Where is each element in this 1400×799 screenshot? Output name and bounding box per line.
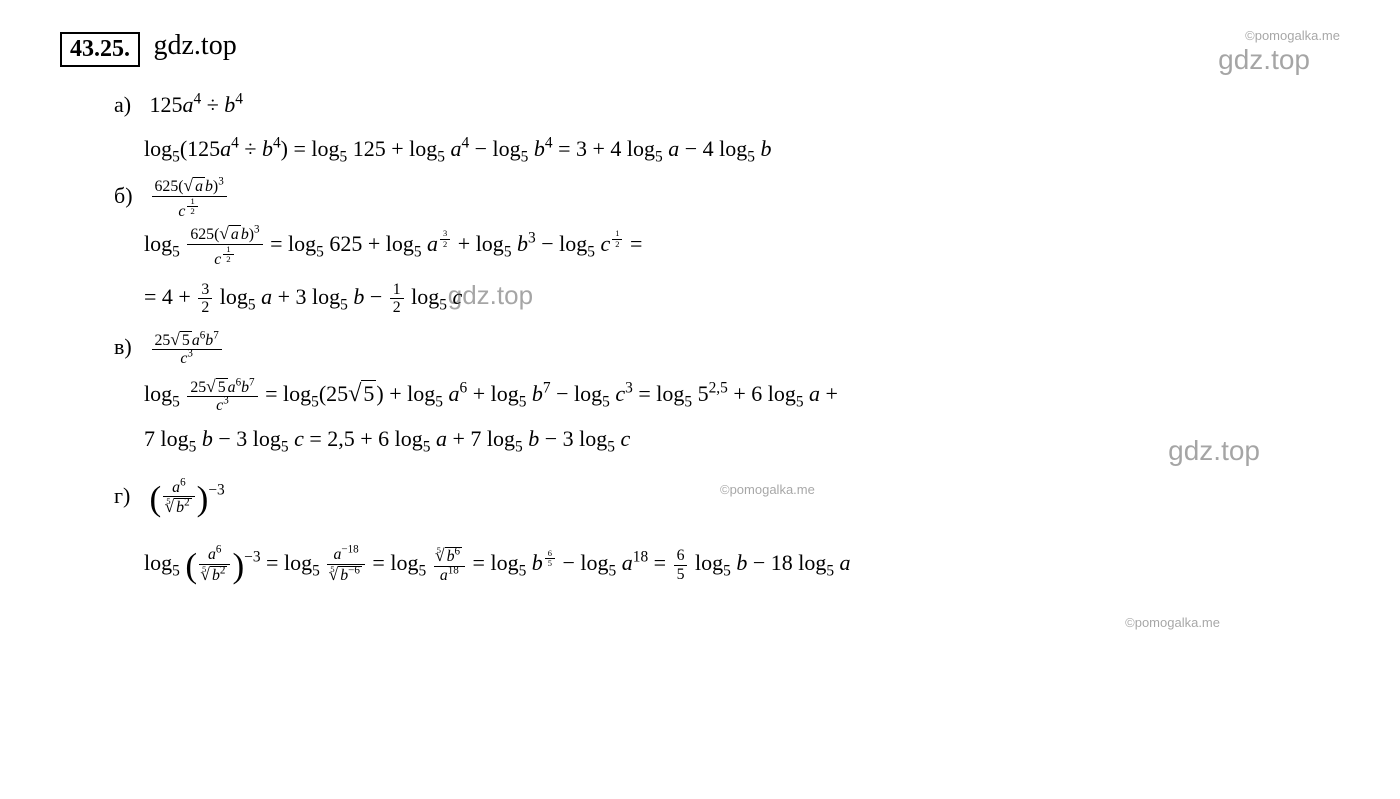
- part-b-label: б): [114, 176, 144, 216]
- watermark-copy-1: ©pomogalka.me: [1245, 28, 1340, 43]
- part-c-given: в) 25√5a6b7c3: [114, 327, 1340, 368]
- part-d-given: г) (a65√b2)−3: [114, 467, 1340, 530]
- part-b-sol2: = 4 + 32 log5 a + 3 log5 b − 12 log5 c g…: [144, 272, 1340, 319]
- part-b-sol1: log5 625(√ab)3c12 = log5 625 + log5 a32 …: [144, 224, 1340, 268]
- part-a-label: а): [114, 85, 144, 125]
- part-c-label: в): [114, 327, 144, 367]
- part-a: а) 125a4 ÷ b4 log5(125a4 ÷ b4) = log5 12…: [114, 85, 1340, 168]
- part-c-sol2: 7 log5 b − 3 log5 c = 2,5 + 6 log5 a + 7…: [144, 419, 1340, 459]
- site-header: gdz.top: [154, 30, 237, 62]
- watermark-copy-2: ©pomogalka.me: [720, 482, 815, 497]
- watermark-gdz-inline: gdz.top: [448, 280, 533, 310]
- watermark-copy-3: ©pomogalka.me: [1125, 615, 1220, 630]
- header: 43.25. gdz.top: [60, 30, 1340, 77]
- part-c-sol1: log5 25√5a6b7c3 = log5(25√5) + log5 a6 +…: [144, 372, 1340, 416]
- part-c: в) 25√5a6b7c3 log5 25√5a6b7c3 = log5(25√…: [114, 327, 1340, 459]
- part-b: б) 625(√ab)3c12 log5 625(√ab)3c12 = log5…: [114, 176, 1340, 319]
- part-d-label: г): [114, 476, 144, 516]
- part-b-given: б) 625(√ab)3c12: [114, 176, 1340, 220]
- watermark-gdz-1: gdz.top: [1218, 44, 1310, 76]
- part-a-solution: log5(125a4 ÷ b4) = log5 125 + log5 a4 − …: [144, 129, 1340, 169]
- part-d-sol: log5 (a65√b2)−3 = log5 a−185√b−6 = log5 …: [144, 534, 1340, 597]
- watermark-gdz-2: gdz.top: [1168, 435, 1260, 467]
- part-a-given: а) 125a4 ÷ b4: [114, 85, 1340, 125]
- problem-number: 43.25.: [60, 32, 140, 67]
